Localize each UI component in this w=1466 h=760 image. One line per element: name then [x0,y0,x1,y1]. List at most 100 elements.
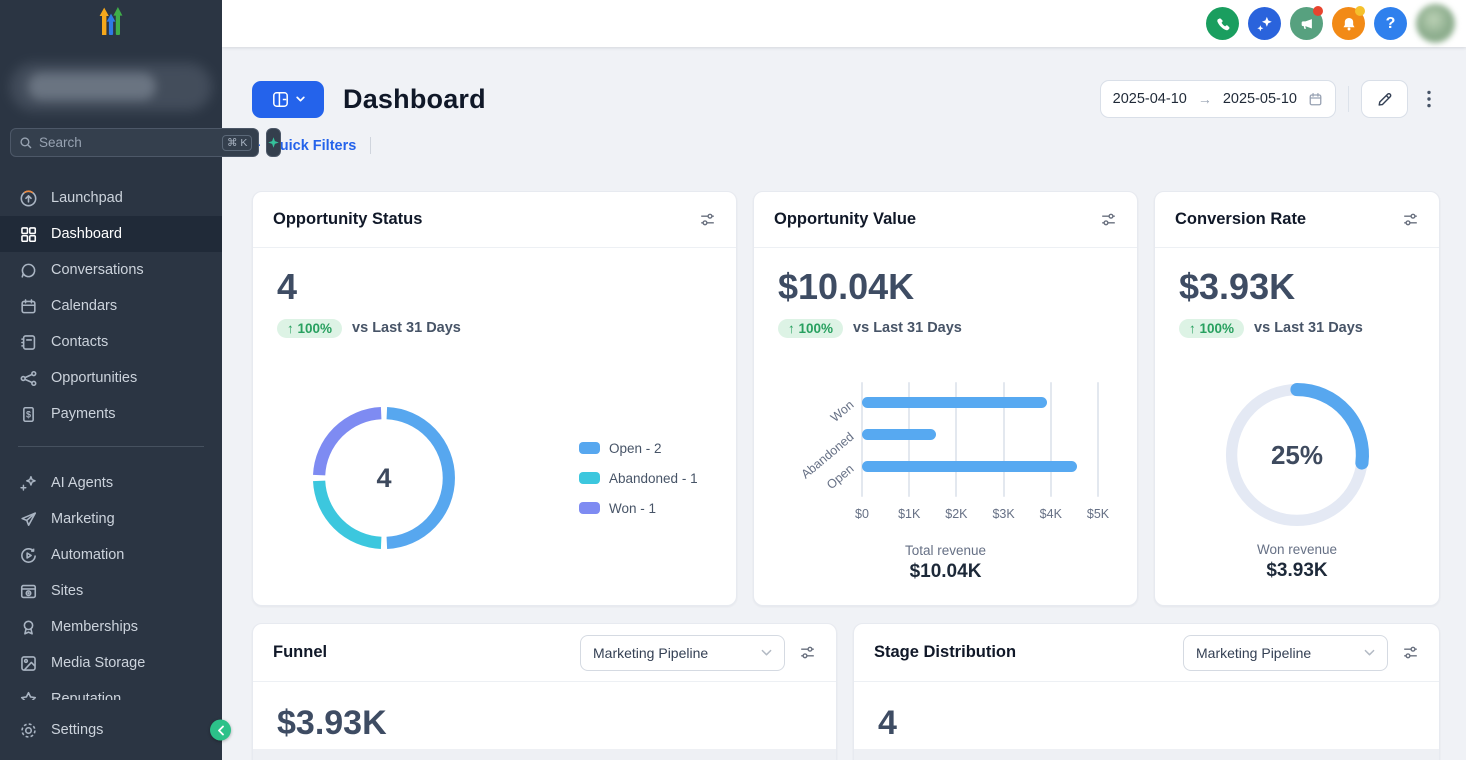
ai-agents-icon [20,475,36,491]
sidebar-item-marketing[interactable]: Marketing [0,501,222,537]
phone-button[interactable] [1206,7,1239,40]
sidebar-item-calendars[interactable]: Calendars [0,288,222,324]
quick-actions-button[interactable] [266,128,282,157]
header-controls: 2025-04-10 → 2025-05-10 [1099,80,1440,118]
opportunity-status-card: Opportunity Status 4 ↑ 100% [252,191,737,606]
status-chart-row: 4 Open - 2 Abandoned - 1 [277,398,712,558]
card-settings-button[interactable] [1402,211,1419,228]
sliders-icon [1102,213,1115,226]
delta-badge: ↑ 100% [1179,318,1245,338]
sidebar-item-label: Reputation [51,691,122,700]
quick-filters-label: Quick Filters [268,137,357,154]
date-range-picker[interactable]: 2025-04-10 → 2025-05-10 [1099,80,1336,118]
bell-icon [1342,17,1355,30]
date-end[interactable]: 2025-05-10 [1222,91,1297,107]
legend-label: Won - 1 [609,500,657,516]
sidebar-item-label: AI Agents [51,475,114,491]
calendar-icon [1309,92,1322,105]
sidebar-item-label: Media Storage [51,655,146,671]
footer-label: Total revenue [904,543,987,558]
sidebar-item-label: Dashboard [51,226,122,242]
card-body: $10.04K ↑ 100% vs Last 31 Days Won Abando… [754,248,1137,605]
help-button[interactable]: ? [1374,7,1407,40]
gear-icon [21,722,36,738]
delta-badge: ↑ 100% [778,318,844,338]
sidebar-item-contacts[interactable]: Contacts [0,324,222,360]
search-input[interactable] [39,135,216,150]
edit-dashboard-button[interactable] [1361,80,1408,118]
card-body: $3.93K ↑ 100% vs Last 31 Days 25% Won re… [1155,248,1439,605]
card-title: Opportunity Value [774,210,917,228]
compare-label: vs Last 31 Days [1254,320,1363,336]
sidebar-item-reputation[interactable]: Reputation [0,681,222,700]
ai-assistant-button[interactable] [1248,7,1281,40]
funnel-card: Funnel Marketing Pipeline [252,623,837,760]
quick-filters-divider [370,137,372,154]
pipeline-dropdown[interactable]: Marketing Pipeline [1183,634,1388,671]
legend-swatch-won [579,502,600,514]
legend-label: Open - 2 [609,440,662,456]
card-settings-button[interactable] [1100,211,1117,228]
kpi-cards-row: Opportunity Status 4 ↑ 100% [252,191,1440,606]
sidebar-search-row: ⌘ K [10,128,282,157]
automation-icon [21,547,36,563]
topbar: ? [222,0,1466,47]
footer-label: Won revenue [1256,542,1338,557]
card-body: 4 ↑ 100% vs Last 31 Days 4 [253,248,736,605]
conversion-value: $3.93K [1179,266,1296,307]
notifications-button[interactable] [1332,6,1365,40]
sidebar-item-automation[interactable]: Automation [0,537,222,573]
sidebar-item-label: Contacts [51,334,109,350]
donut-center-label: 4 [376,462,392,493]
card-header: Opportunity Status [253,192,736,248]
account-name-blurred[interactable] [10,63,212,111]
chevron-down-icon [295,96,305,102]
chart-footer: Won revenue $3.93K [1179,542,1415,582]
pencil-icon [1378,92,1392,106]
sidebar-item-label: Conversations [51,262,144,278]
card-settings-button[interactable] [799,644,816,661]
sidebar-item-ai-agents[interactable]: AI Agents [0,465,222,501]
phone-icon [1216,17,1229,30]
sidebar-item-media-storage[interactable]: Media Storage [0,645,222,681]
footer-value: $3.93K [1266,560,1328,581]
value-total: $10.04K [778,266,915,307]
stage-distribution-card: Stage Distribution Marketing Pipeline [853,623,1440,760]
sidebar-item-conversations[interactable]: Conversations [0,252,222,288]
chevron-down-icon [761,649,772,655]
sliders-icon [801,646,814,659]
sidebar-collapse-button[interactable] [210,719,231,741]
page-header: Dashboard 2025-04-10 → 2025-05-10 [252,78,1440,120]
card-title: Opportunity Status [273,210,423,228]
sidebar-item-payments[interactable]: $ Payments [0,396,222,432]
sidebar-item-sites[interactable]: Sites [0,573,222,609]
value-bar-chart: Won Abandoned Open $0 $1K $2K $3K $4K $5K [778,382,1113,525]
donut-center-label: 25% [1270,439,1324,470]
sidebar-item-memberships[interactable]: Memberships [0,609,222,645]
search-input-box[interactable]: ⌘ K [10,128,260,157]
announcements-button[interactable] [1290,6,1323,40]
user-avatar[interactable] [1416,4,1455,43]
dashboard-switcher-button[interactable] [252,80,324,118]
kebab-menu-icon [1427,90,1431,108]
card-settings-button[interactable] [1402,644,1419,661]
sidebar-item-dashboard[interactable]: Dashboard [0,216,222,252]
sidebar-item-label: Opportunities [51,370,138,386]
more-options-button[interactable] [1418,80,1440,118]
date-start[interactable]: 2025-04-10 [1112,91,1187,107]
sliders-icon [1404,213,1417,226]
sidebar-item-label: Calendars [51,298,118,314]
pipeline-dropdown[interactable]: Marketing Pipeline [580,634,785,671]
sidebar-item-opportunities[interactable]: Opportunities [0,360,222,396]
funnel-total-value: $3.93K [277,704,387,742]
pipeline-cards-row: Funnel Marketing Pipeline [252,623,1440,760]
conversion-donut-chart: 25% [1217,375,1377,535]
sidebar-item-launchpad[interactable]: Launchpad [0,180,222,216]
legend-swatch-abandoned [579,472,600,484]
pipeline-selected-value: Marketing Pipeline [593,644,709,661]
card-settings-button[interactable] [699,211,716,228]
search-icon [20,136,32,148]
sidebar-item-settings[interactable]: Settings [0,712,222,748]
main-area: ? Dashboard 2025-04-10 → [222,0,1466,760]
